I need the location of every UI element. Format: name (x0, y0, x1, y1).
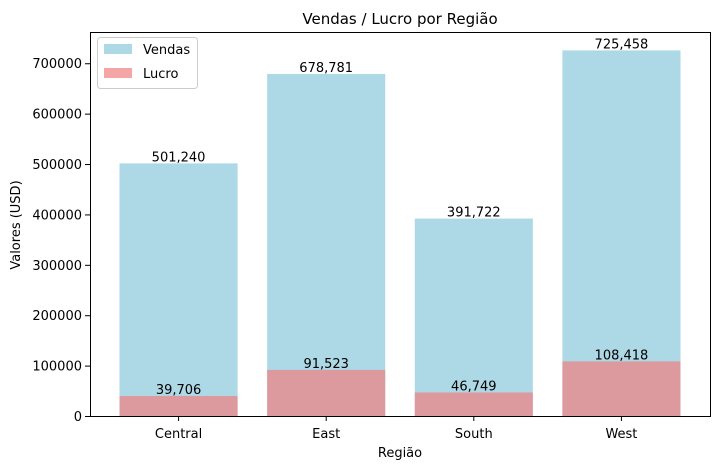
x-axis-label: Região (378, 446, 422, 461)
x-tick-label-east: East (312, 427, 340, 442)
x-tick-label-central: Central (155, 427, 202, 442)
data-label-vendas-south: 391,722 (447, 206, 501, 221)
chart-title: Vendas / Lucro por Região (302, 10, 497, 28)
legend-swatch-lucro (104, 68, 132, 78)
y-tick-label: 300000 (32, 259, 82, 274)
bar-vendas-south (414, 218, 533, 416)
y-tick-label: 100000 (32, 360, 82, 375)
data-label-lucro-west: 108,418 (595, 348, 649, 363)
legend-label-vendas: Vendas (143, 43, 190, 58)
y-tick-label: 0 (74, 410, 82, 425)
y-tick-label: 400000 (32, 208, 82, 223)
y-tick-label: 500000 (32, 158, 82, 173)
legend-swatch-vendas (104, 44, 132, 54)
y-tick-label: 200000 (32, 309, 82, 324)
data-label-lucro-central: 39,706 (156, 383, 202, 398)
y-tick-label: 600000 (32, 108, 82, 123)
bar-vendas-central (119, 163, 238, 416)
legend: Vendas Lucro (97, 37, 198, 89)
plot-frame (90, 32, 711, 417)
data-label-lucro-south: 46,749 (451, 379, 497, 394)
x-tick-label-west: West (605, 427, 637, 442)
x-axis: Central East South West (155, 416, 637, 442)
data-label-vendas-east: 678,781 (299, 61, 353, 76)
y-axis: 0 100000 200000 300000 400000 500000 600000 700… (32, 57, 90, 425)
bar-vendas-west (562, 50, 681, 416)
bar-vendas-east (267, 73, 386, 416)
legend-label-lucro: Lucro (143, 67, 178, 82)
x-tick-label-south: South (455, 427, 493, 442)
data-label-vendas-west: 725,458 (595, 37, 649, 52)
bar-lucro-east (267, 369, 386, 416)
y-axis-label: Valores (USD) (9, 180, 24, 269)
data-label-lucro-east: 91,523 (303, 357, 349, 372)
data-label-vendas-central: 501,240 (152, 150, 206, 165)
y-tick-label: 700000 (32, 57, 82, 72)
bar-lucro-south (414, 392, 533, 416)
bar-lucro-central (119, 395, 238, 416)
bar-lucro-west (562, 361, 681, 416)
bars-layer (119, 50, 681, 416)
data-labels-layer: 501,240 678,781 391,722 725,458 39,706 91,523… (152, 37, 649, 398)
